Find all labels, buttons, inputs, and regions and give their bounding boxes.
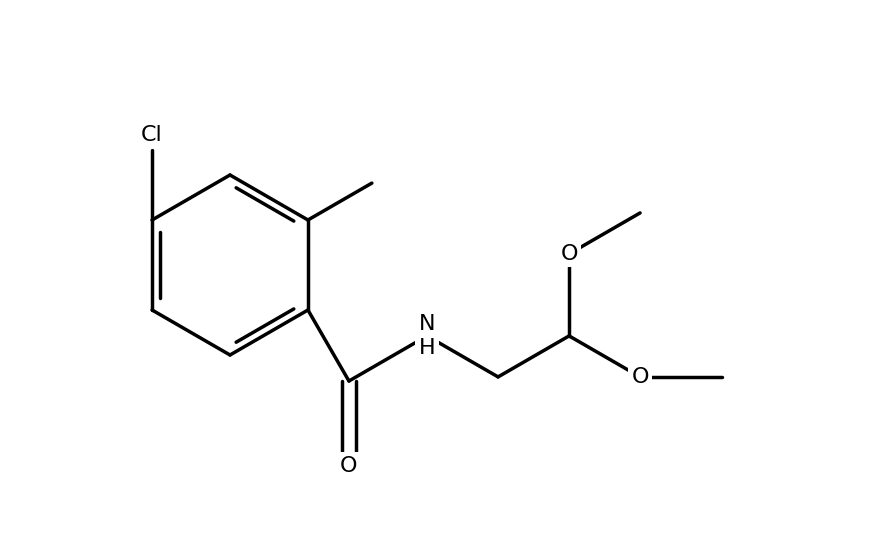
Text: O: O [560,244,578,264]
Text: O: O [340,456,358,476]
Text: O: O [632,367,649,387]
Text: N
H: N H [419,314,435,358]
Text: Cl: Cl [141,125,163,145]
